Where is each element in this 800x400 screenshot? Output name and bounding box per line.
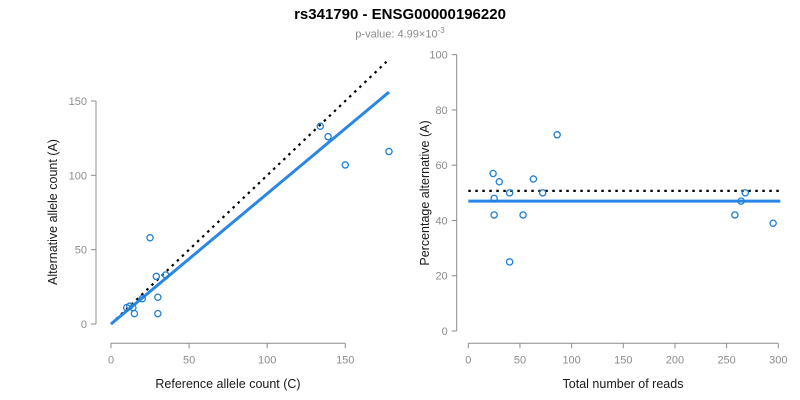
data-point	[146, 234, 154, 242]
data-point	[769, 219, 777, 227]
axes	[451, 54, 779, 349]
y-tick-label: 100	[429, 50, 447, 62]
y-tick-label: 0	[81, 319, 87, 331]
y-tick-label: 0	[442, 326, 448, 338]
pvalue-text: p-value: 4.99×10	[355, 28, 438, 41]
x-tick-label: 0	[465, 354, 471, 366]
data-point	[495, 178, 504, 186]
data-point	[529, 175, 538, 183]
y-tick-label: 40	[435, 215, 447, 227]
data-point	[316, 122, 325, 131]
data-point	[138, 294, 146, 303]
x-tick-label: 150	[614, 354, 632, 366]
data-point	[519, 211, 527, 219]
data-points	[489, 131, 777, 266]
y-tick-label: 50	[75, 245, 87, 257]
y-axis-title: Percentage alternative (A)	[418, 120, 432, 265]
data-point	[324, 132, 332, 141]
data-point	[154, 309, 162, 318]
y-tick-label: 100	[69, 170, 87, 182]
x-tick-label: 300	[769, 354, 787, 366]
figure-subtitle: p-value: 4.99×10-3	[0, 26, 800, 41]
data-point	[385, 147, 393, 156]
axis-titles: Total number of reads Percentage alternat…	[418, 120, 683, 391]
axes	[91, 100, 346, 349]
data-point	[553, 131, 561, 139]
x-tick-label: 100	[562, 354, 580, 366]
data-points	[122, 122, 393, 318]
data-point	[490, 211, 498, 219]
data-point	[737, 197, 745, 205]
data-point	[130, 309, 139, 318]
identity-line	[110, 58, 390, 325]
x-tick-label: 150	[336, 354, 354, 366]
data-point	[152, 272, 161, 281]
figure-title: rs341790 - ENSG00000196220	[294, 6, 506, 23]
y-tick-label: 150	[69, 96, 87, 108]
x-axis-title: Total number of reads	[563, 377, 684, 391]
data-point	[154, 293, 162, 301]
pvalue-exponent: -3	[437, 26, 445, 35]
data-point	[538, 189, 547, 197]
x-tick-label: 0	[108, 354, 114, 366]
y-tick-label: 80	[435, 105, 447, 117]
data-point	[490, 194, 498, 203]
x-tick-label: 50	[183, 354, 195, 366]
x-tick-label: 200	[666, 354, 684, 366]
y-tick-label: 20	[435, 271, 447, 283]
regression-line	[110, 90, 390, 326]
y-axis-title: Alternative allele count (A)	[46, 139, 60, 285]
y-tick-label: 60	[435, 160, 447, 172]
data-point	[341, 161, 350, 169]
tick-labels: 0 50 100 150 0 50 100 150	[69, 96, 355, 366]
x-tick-label: 250	[717, 354, 735, 366]
x-tick-label: 50	[514, 354, 526, 366]
axis-titles: Reference allele count (C) Alternative al…	[46, 139, 301, 391]
data-point	[731, 211, 739, 219]
data-point	[505, 189, 514, 197]
tick-labels: 0 50 100 150 200 250 300 0 20 40 60 80 100	[429, 50, 787, 367]
data-point	[489, 169, 497, 178]
data-point	[161, 271, 170, 279]
data-point	[741, 189, 749, 197]
x-tick-label: 100	[258, 354, 276, 366]
data-point	[505, 258, 514, 266]
allele-counts-panel: 0 50 100 150 0 50 100 150 Reference allele count…	[46, 58, 393, 391]
x-axis-title: Reference allele count (C)	[155, 377, 300, 391]
